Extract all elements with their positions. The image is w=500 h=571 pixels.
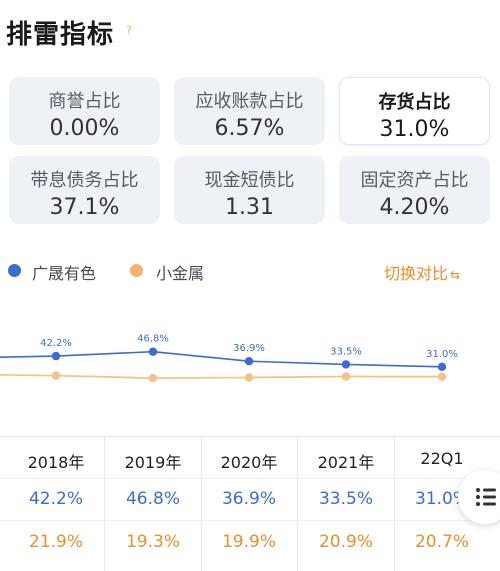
data-point-b [244, 373, 254, 382]
list-menu-icon [476, 488, 496, 506]
metric-value: 6.57% [214, 116, 285, 141]
table-cell: 20.9% [318, 532, 373, 552]
table-cell: 21.9% [28, 532, 83, 552]
data-label: 36.9% [233, 343, 265, 354]
table-cell: 20.7% [414, 532, 469, 552]
data-point-b [437, 372, 447, 381]
table-cell: 19.3% [125, 532, 180, 552]
data-label: 42.2% [40, 338, 72, 349]
series-line-b [0, 374, 443, 379]
col-separator [297, 437, 298, 571]
table-cell: 31.0% [414, 489, 469, 509]
data-label: 33.5% [330, 346, 362, 357]
data-point-a [51, 351, 61, 361]
metric-name: 存货占比 [378, 92, 451, 113]
metric-name: 商誉占比 [48, 91, 121, 112]
table-cell: 33.5% [318, 489, 373, 509]
data-point-a [437, 362, 447, 371]
metric-card-cash-short-debt[interactable]: 现金短债比 1.31 [174, 156, 325, 224]
data-point-b [51, 371, 61, 380]
row-divider [0, 520, 500, 521]
help-icon[interactable]: ? [126, 24, 132, 37]
data-label: 46.8% [137, 334, 169, 345]
data-point-b [148, 373, 158, 383]
legend-label-series-a: 广晟有色 [32, 264, 97, 283]
col-separator [394, 437, 395, 571]
metric-value: 1.31 [225, 195, 274, 220]
metric-card-interest-debt[interactable]: 带息债务占比 37.1% [9, 156, 160, 224]
table-cell: 42.2% [28, 489, 83, 509]
data-point-a [244, 357, 254, 366]
table-header-cell: 2021年 [317, 453, 375, 472]
compare-toggle-label: 切换对比 [384, 264, 449, 283]
swap-icon: ⇆ [450, 268, 461, 282]
metric-name: 现金短债比 [204, 170, 295, 191]
data-point-b [341, 372, 351, 381]
legend-dot-series-b [130, 264, 143, 277]
menu-button[interactable] [458, 470, 500, 524]
legend-label-series-b: 小金属 [156, 264, 205, 283]
table-top-line [0, 436, 500, 437]
line-chart: 42.2% 46.8% 36.9% 33.5% 31.0% [0, 334, 458, 383]
table-header-cell: 22Q1 [420, 449, 464, 468]
metric-name: 应收账款占比 [195, 91, 304, 112]
metric-value: 4.20% [379, 195, 450, 220]
table-header-cell: 2019年 [124, 453, 182, 472]
metric-value: 0.00% [49, 116, 120, 141]
legend-dot-series-a [8, 264, 21, 277]
metric-value: 37.1% [49, 195, 120, 220]
table-header-cell: 2018年 [27, 453, 85, 472]
table-cell: 46.8% [125, 489, 180, 509]
metric-card-receivables[interactable]: 应收账款占比 6.57% [174, 77, 325, 145]
table-header-cell: 2020年 [220, 453, 278, 472]
data-point-a [341, 360, 351, 369]
table-cell: 36.9% [221, 489, 276, 509]
metric-card-fixed-assets[interactable]: 固定资产占比 4.20% [339, 156, 490, 224]
compare-toggle-button[interactable]: 切换对比 ⇆ [384, 260, 460, 284]
table-cell: 19.9% [221, 532, 276, 552]
metric-value: 31.0% [379, 117, 450, 142]
data-point-a [148, 347, 158, 356]
metric-name: 固定资产占比 [360, 170, 469, 191]
row-divider [0, 478, 500, 479]
metric-card-inventory[interactable]: 存货占比 31.0% [339, 77, 490, 145]
metric-name: 带息债务占比 [30, 170, 139, 191]
series-line-a [0, 350, 443, 368]
page-title: 排雷指标 [6, 20, 115, 50]
metric-card-goodwill[interactable]: 商誉占比 0.00% [9, 77, 160, 145]
col-separator [104, 437, 105, 571]
col-separator [201, 437, 202, 571]
data-label: 31.0% [426, 349, 458, 360]
